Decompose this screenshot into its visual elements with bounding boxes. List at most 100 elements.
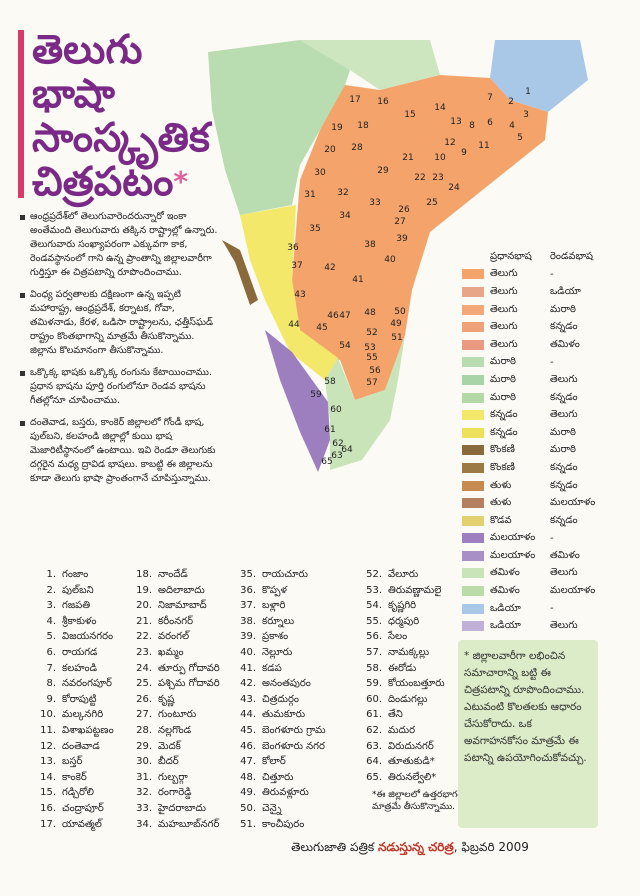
district: 42. అనంతపురం xyxy=(234,677,311,691)
legend-secondary: తెలుగు xyxy=(550,373,578,385)
district: 56. సేలం xyxy=(360,630,407,644)
legend-secondary: మరాఠి xyxy=(550,426,576,438)
legend-row: మలయాళం తమిళం xyxy=(462,547,612,565)
district-name: విరుదునగర్ xyxy=(388,740,434,752)
district-no: 24. xyxy=(136,662,152,674)
district-name: బళ్లారి xyxy=(262,600,286,612)
district: 59. కోయంబత్తూరు xyxy=(360,677,445,691)
legend-secondary: కన్నడం xyxy=(550,391,578,403)
district-no: 21. xyxy=(136,615,152,627)
district-name: నల్లగొండ xyxy=(158,725,192,736)
district-no: 29. xyxy=(136,740,152,752)
legend-header-primary: ప్రధానభాష xyxy=(490,250,532,262)
district-name: బెంగళూరు గ్రామ xyxy=(262,725,326,736)
district: 29. మెదక్ xyxy=(130,740,181,754)
district-no: 22. xyxy=(136,631,152,643)
map-label: 29 xyxy=(377,166,389,176)
district-no: 28. xyxy=(136,725,152,736)
map-label: 46 xyxy=(327,311,339,321)
district: 16. చంద్రాపూర్ xyxy=(34,802,104,816)
district: 1. గంజాం xyxy=(34,568,88,582)
district-no: 30. xyxy=(136,756,152,768)
district: 20. నిజామాబాద్ xyxy=(130,599,207,613)
legend-secondary: కన్నడం xyxy=(550,321,578,333)
district-no: 61. xyxy=(366,709,382,721)
title-bar xyxy=(18,30,24,198)
district: 27. గుంటూరు xyxy=(130,708,196,722)
map-label: 50 xyxy=(394,307,406,317)
district-name: బెంగళూరు నగర xyxy=(262,740,325,752)
legend-swatch xyxy=(462,427,484,438)
district: 10. మల్కనగిరి xyxy=(34,708,103,722)
district: 49. తిరువళ్లూరు xyxy=(234,786,309,800)
district-note: *ఈ జిల్లాలలో ఉత్తరభాగం మాత్రమే తీసుకొన్న… xyxy=(372,790,462,813)
district-name: అనంతపురం xyxy=(262,678,311,690)
map-label: 57 xyxy=(366,378,377,388)
map-label: 31 xyxy=(304,190,315,200)
legend-row: కొడవ కన్నడం xyxy=(462,512,612,530)
map-label: 5 xyxy=(517,133,523,143)
district-no: 34. xyxy=(136,818,152,830)
bullets: ఆంధ్రప్రదేశ్‌లో తెలుగువారెందరున్నారో ఇంక… xyxy=(20,210,220,494)
district: 14. కాంకెర్ xyxy=(34,771,87,785)
district: 7. కలహండి xyxy=(34,662,97,676)
legend-secondary: - xyxy=(550,356,554,368)
legend-secondary: తెలుగు xyxy=(550,567,578,579)
district-no: 8. xyxy=(46,678,56,690)
district-no: 15. xyxy=(40,787,56,799)
legend-swatch xyxy=(462,586,484,597)
district: 11. విశాఖపట్టణం xyxy=(34,724,114,738)
footer: తెలుగుజాతి పత్రిక నడుస్తున్న చరిత్ర, ఫిబ… xyxy=(200,840,620,857)
legend-swatch xyxy=(462,480,484,491)
district-name: కోయంబత్తూరు xyxy=(388,678,445,690)
district-no: 41. xyxy=(240,662,256,674)
district-no: 42. xyxy=(240,678,256,690)
legend-swatch xyxy=(462,533,484,544)
legend: ప్రధానభాష రెండవభాష తెలుగు - తెలుగు ఒడియా తెలుగ… xyxy=(462,248,612,635)
district-no: 13. xyxy=(40,756,56,768)
map-label: 58 xyxy=(324,377,336,387)
district-name: దంతెవాడ xyxy=(62,740,100,752)
district-no: 60. xyxy=(366,693,382,705)
district: 51. కాంచీపురం xyxy=(234,818,304,832)
district-name: కరీంనగర్ xyxy=(158,615,193,627)
bullet: ఆంధ్రప్రదేశ్‌లో తెలుగువారెందరున్నారో ఇంక… xyxy=(20,210,220,280)
district-name: కాంకెర్ xyxy=(62,771,87,783)
legend-swatch xyxy=(462,621,484,632)
map-label: 11 xyxy=(478,141,489,151)
district-name: హైదరాబాదు xyxy=(158,803,206,814)
map-label: 9 xyxy=(461,148,467,158)
district: 41. కడప xyxy=(234,662,282,676)
legend-row: కన్నడం తెలుగు xyxy=(462,406,612,424)
legend-row: ఒడియా తెలుగు xyxy=(462,617,612,635)
map-label: 1 xyxy=(525,87,531,97)
district-name: తిరువణ్ణామలై xyxy=(388,584,442,596)
map-label: 47 xyxy=(339,311,350,321)
district-name: బీదర్ xyxy=(158,756,179,768)
district: 25. పశ్చిమ గోదావరి xyxy=(130,677,220,691)
district: 23. ఖమ్మం xyxy=(130,646,183,660)
legend-primary: కన్నడం xyxy=(490,426,518,438)
map-label: 37 xyxy=(291,261,302,271)
legend-primary: తెలుగు xyxy=(490,285,518,297)
legend-row: తుళు మలయాళం xyxy=(462,494,612,512)
map-label: 16 xyxy=(377,97,389,107)
legend-primary: కొడవ xyxy=(490,514,512,526)
district-no: 7. xyxy=(46,662,56,674)
district-name: పశ్చిమ గోదావరి xyxy=(158,678,220,690)
legend-row: తెలుగు కన్నడం xyxy=(462,318,612,336)
district-no: 6. xyxy=(46,647,56,658)
map-label: 32 xyxy=(337,188,348,198)
map-label: 41 xyxy=(352,275,363,285)
district: 28. నల్లగొండ xyxy=(130,724,191,738)
district: 35. రాయచూరు xyxy=(234,568,308,582)
legend-primary: కొంకణి xyxy=(490,444,515,456)
district-no: 45. xyxy=(240,725,256,736)
district: 38. కర్నూలు xyxy=(234,615,294,629)
district-name: గుల్బర్గా xyxy=(158,771,188,783)
legend-header: ప్రధానభాష రెండవభాష xyxy=(462,248,612,266)
district-no: 11. xyxy=(40,725,56,736)
legend-secondary: తమిళం xyxy=(550,338,580,350)
map-label: 2 xyxy=(508,97,514,107)
